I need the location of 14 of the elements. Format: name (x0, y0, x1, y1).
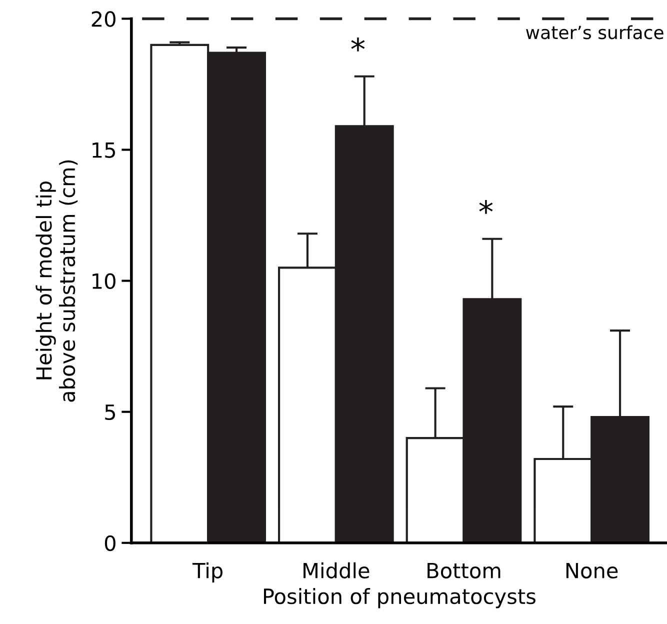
y-tick-label: 0 (104, 535, 116, 552)
ref-line-label: water’s surface (526, 25, 664, 40)
x-axis-title: Position of pneumatocysts (264, 588, 536, 608)
y-axis-title: Height of model tip above substratum (cm) (36, 160, 78, 402)
x-tick-label: Tip (192, 562, 222, 582)
annotation: * (351, 37, 365, 52)
y-tick-label: 20 (92, 11, 116, 27)
annotation: * (479, 200, 493, 214)
y-tick-label: 5 (105, 404, 115, 420)
x-tick-label: Bottom (428, 562, 500, 578)
x-tick-label: None (566, 562, 618, 578)
y-tick-label: 10 (92, 273, 116, 290)
x-tick-label: Middle (304, 562, 370, 578)
y-tick-label: 15 (92, 142, 115, 158)
